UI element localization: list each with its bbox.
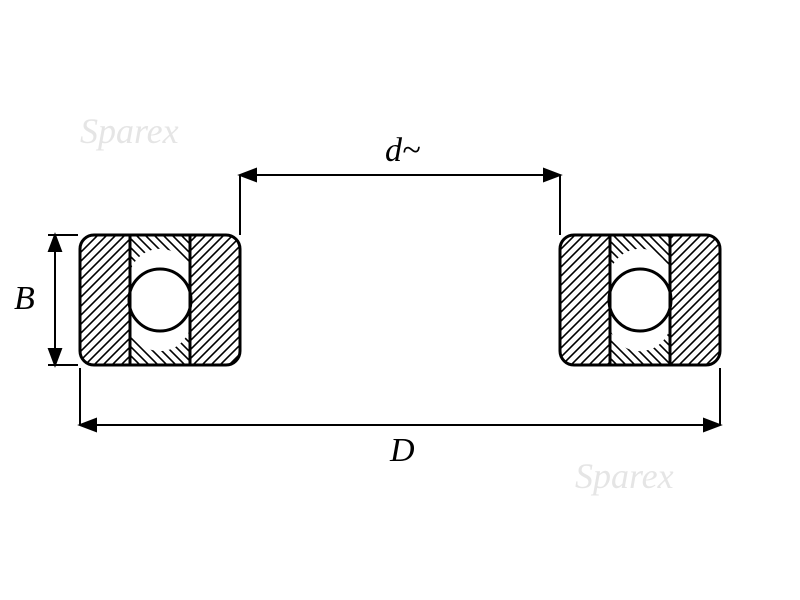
dimension-d [240,169,560,235]
bearing-diagram [0,0,800,600]
bearing-section-right [560,235,720,365]
label-d: d~ [385,132,420,170]
label-D: D [390,432,415,470]
dimension-B [48,235,78,365]
bearing-section-left [80,235,240,365]
label-B: B [14,280,35,318]
dimension-D [80,368,720,431]
